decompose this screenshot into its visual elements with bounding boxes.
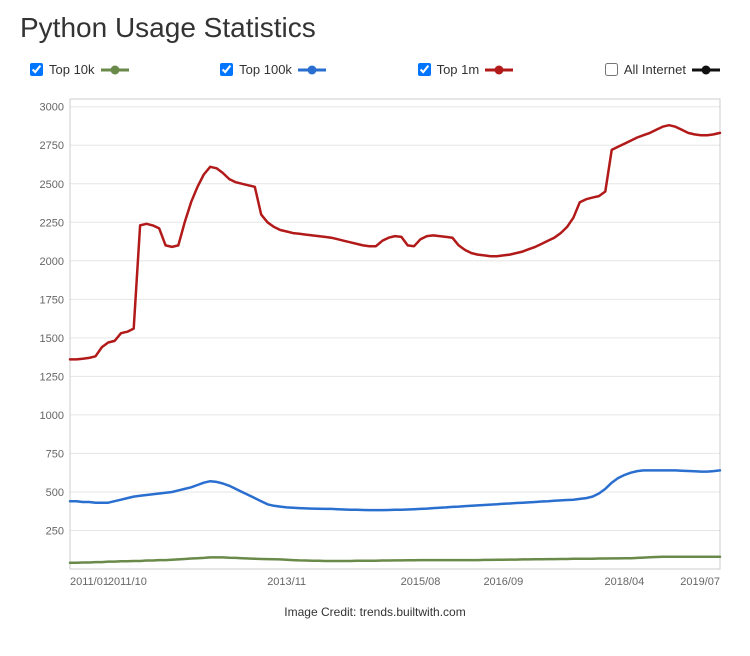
legend: Top 10k Top 100k Top 1m All Internet [20, 62, 730, 89]
svg-text:750: 750 [46, 448, 64, 460]
svg-text:2011/01: 2011/01 [70, 576, 109, 588]
svg-text:250: 250 [46, 525, 64, 537]
svg-text:2016/09: 2016/09 [483, 576, 523, 588]
legend-swatch-top100k [298, 64, 326, 76]
svg-text:500: 500 [46, 487, 64, 499]
legend-label: Top 100k [239, 62, 292, 77]
legend-checkbox-top100k[interactable] [220, 63, 233, 76]
legend-item-top10k[interactable]: Top 10k [30, 62, 129, 77]
legend-swatch-top10k [101, 64, 129, 76]
svg-text:2250: 2250 [40, 217, 64, 229]
svg-text:1250: 1250 [40, 371, 64, 383]
legend-label: All Internet [624, 62, 686, 77]
legend-item-top1m[interactable]: Top 1m [418, 62, 514, 77]
legend-item-top100k[interactable]: Top 100k [220, 62, 326, 77]
svg-text:2500: 2500 [40, 179, 64, 191]
page-title: Python Usage Statistics [20, 12, 730, 44]
svg-text:2011/10: 2011/10 [108, 576, 147, 588]
svg-text:2000: 2000 [40, 256, 64, 268]
svg-text:1000: 1000 [40, 410, 64, 422]
svg-text:3000: 3000 [40, 102, 64, 114]
legend-label: Top 1m [437, 62, 480, 77]
line-chart: 250 500 750 1000 1250 1500 1750 2000 2250 2500 275… [20, 89, 730, 599]
image-credit: Image Credit: trends.builtwith.com [20, 605, 730, 619]
legend-checkbox-top1m[interactable] [418, 63, 431, 76]
svg-text:2018/04: 2018/04 [605, 576, 645, 588]
svg-text:2015/08: 2015/08 [401, 576, 441, 588]
legend-swatch-top1m [485, 64, 513, 76]
legend-checkbox-top10k[interactable] [30, 63, 43, 76]
legend-item-all[interactable]: All Internet [605, 62, 720, 77]
legend-label: Top 10k [49, 62, 95, 77]
svg-text:2013/11: 2013/11 [267, 576, 306, 588]
svg-text:1750: 1750 [40, 294, 64, 306]
svg-text:2019/07: 2019/07 [680, 576, 720, 588]
svg-text:2750: 2750 [40, 140, 64, 152]
legend-swatch-all [692, 64, 720, 76]
svg-text:1500: 1500 [40, 333, 64, 345]
legend-checkbox-all[interactable] [605, 63, 618, 76]
